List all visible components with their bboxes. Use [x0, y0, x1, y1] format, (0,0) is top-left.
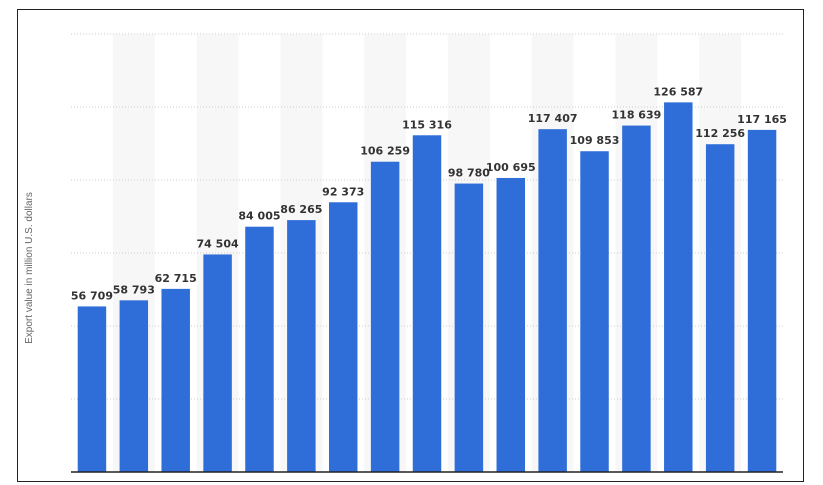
bar	[454, 183, 484, 473]
data-label: 118 639	[612, 109, 662, 122]
bar	[496, 177, 526, 473]
y-axis-label: Export value in million U.S. dollars	[24, 192, 35, 344]
bar	[622, 125, 651, 472]
bar	[203, 254, 232, 472]
bar	[77, 306, 107, 472]
data-label: 74 504	[197, 237, 239, 250]
data-label: 109 853	[570, 134, 620, 147]
bar	[245, 226, 274, 472]
bar	[328, 202, 358, 472]
data-label: 92 373	[322, 185, 364, 198]
bar	[747, 129, 777, 472]
data-label: 62 715	[155, 272, 197, 285]
bar	[580, 151, 609, 472]
data-label: 117 165	[737, 113, 787, 126]
data-label: 86 265	[280, 203, 322, 216]
bar	[538, 129, 567, 472]
bar	[161, 288, 190, 472]
data-label: 115 316	[402, 118, 452, 131]
data-label: 126 587	[653, 85, 703, 98]
bar	[119, 300, 149, 472]
data-label: 84 005	[238, 210, 280, 223]
data-label: 100 695	[486, 161, 536, 174]
data-label: 117 407	[528, 112, 578, 125]
data-label: 58 793	[113, 283, 155, 296]
bars	[77, 102, 777, 473]
bar	[412, 135, 442, 472]
data-label: 106 259	[360, 145, 410, 158]
data-label: 112 256	[695, 127, 745, 140]
data-label: 56 709	[71, 289, 113, 302]
bar	[705, 144, 735, 473]
chart-frame: 56 709 58 793 62 715 74 504 84 005 86 265 92 3…	[17, 9, 804, 482]
bar	[287, 220, 316, 472]
data-label: 98 780	[448, 167, 490, 180]
bar	[664, 102, 693, 472]
bar	[370, 161, 400, 472]
